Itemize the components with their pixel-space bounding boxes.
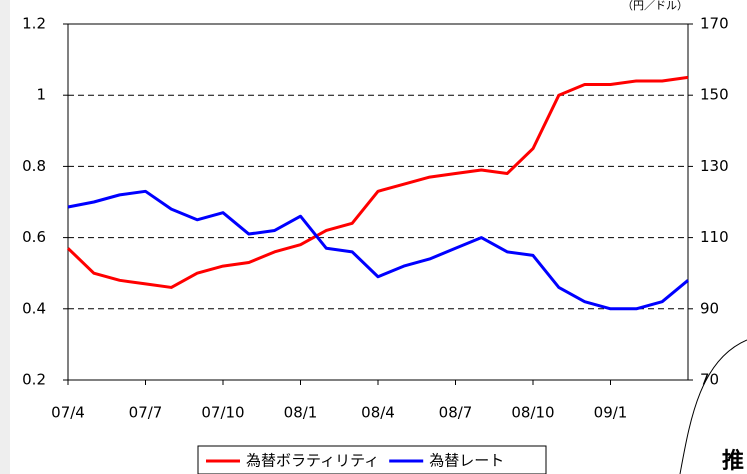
y2-tick-label: 70 bbox=[700, 371, 719, 389]
legend-box bbox=[197, 445, 547, 474]
x-tick-label: 08/4 bbox=[361, 404, 395, 422]
x-tick-label: 07/7 bbox=[129, 404, 163, 422]
left-edge bbox=[0, 0, 10, 474]
y2-tick-label: 150 bbox=[700, 86, 729, 104]
x-tick-label: 09/1 bbox=[594, 404, 628, 422]
y-tick-label: 0.8 bbox=[22, 157, 46, 175]
legend: 為替ボラティリティ 為替レート bbox=[197, 445, 547, 474]
y2-tick-label: 130 bbox=[700, 157, 729, 175]
y2-axis-label: （円／ドル） bbox=[622, 0, 688, 12]
y-tick-label: 1.2 bbox=[22, 15, 46, 33]
annotation: 推 bbox=[722, 449, 744, 474]
series-line bbox=[67, 189, 689, 311]
y-tick-label: 0.4 bbox=[22, 299, 46, 317]
series-line bbox=[66, 75, 689, 289]
y-tick-label: 1 bbox=[36, 86, 46, 104]
x-tick-label: 08/7 bbox=[439, 404, 473, 422]
y-tick-label: 0.2 bbox=[22, 371, 46, 389]
x-tick-label: 07/4 bbox=[51, 404, 85, 422]
x-tick-label: 07/10 bbox=[201, 404, 244, 422]
y2-tick-label: 170 bbox=[700, 15, 729, 33]
x-tick-label: 08/1 bbox=[284, 404, 318, 422]
callout-bubble bbox=[679, 339, 747, 474]
y-tick-label: 0.6 bbox=[22, 228, 46, 246]
legend-label: 為替ボラティリティ bbox=[246, 452, 379, 470]
legend-label: 為替レート bbox=[429, 452, 504, 470]
y2-tick-label: 90 bbox=[700, 299, 719, 317]
x-tick-label: 08/10 bbox=[511, 404, 554, 422]
y2-tick-label: 110 bbox=[700, 228, 729, 246]
